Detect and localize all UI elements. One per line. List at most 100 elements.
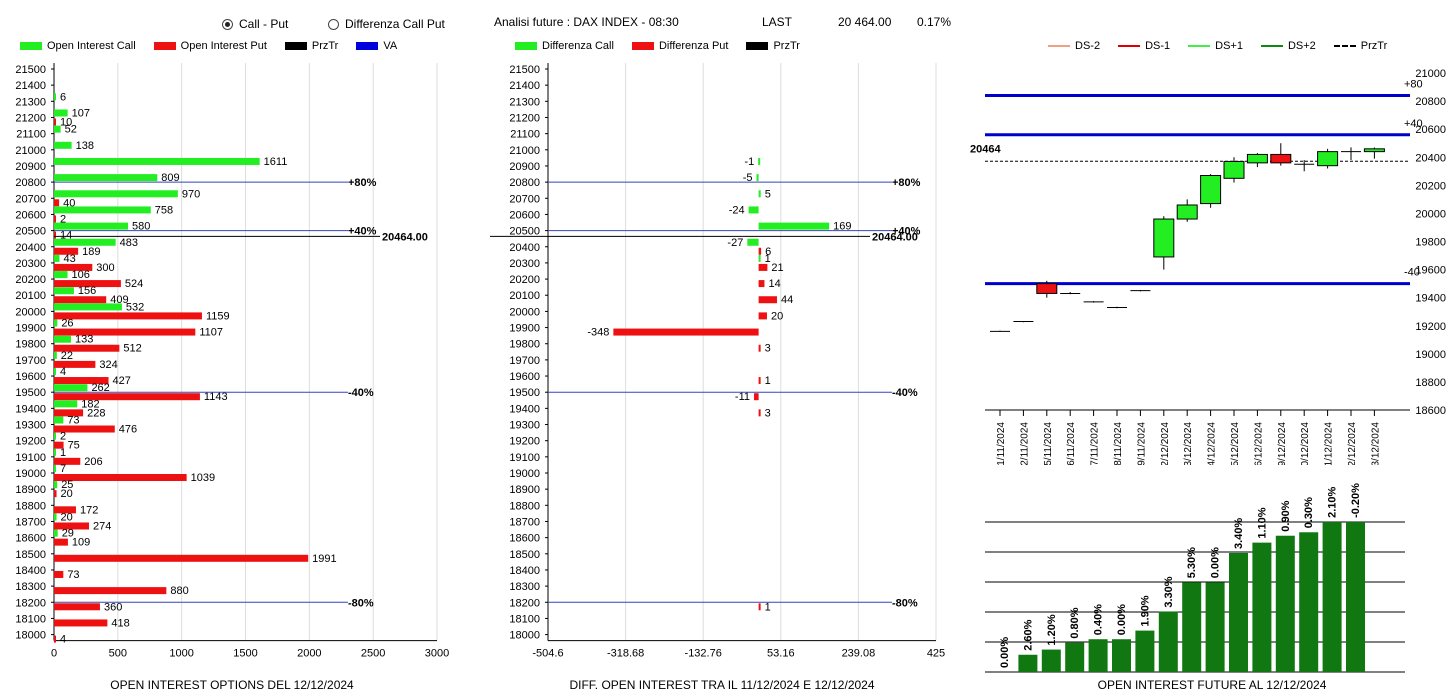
legend-line-swatch	[1048, 45, 1070, 47]
bar	[758, 344, 761, 352]
date-label: 05/12/2024	[1230, 422, 1241, 465]
bar	[54, 328, 196, 336]
bar	[54, 490, 57, 498]
bar	[54, 157, 260, 165]
date-label: 29/11/2024	[1136, 422, 1147, 465]
bar	[54, 409, 84, 417]
strike-label: 20500	[15, 226, 46, 238]
strike-label: 18700	[509, 516, 540, 528]
bar-label: 274	[93, 520, 111, 532]
y-tick-label: 18600	[1415, 405, 1446, 417]
candle-body	[1036, 283, 1058, 294]
strike-label: 19000	[15, 468, 46, 480]
bar-label: 106	[72, 269, 90, 281]
bar-label: 0.00%	[1210, 547, 1222, 578]
bar-label: 0.40%	[1093, 604, 1105, 635]
legend-label: DS+1	[1215, 40, 1243, 52]
bar-label: 22	[61, 350, 73, 362]
legend-item: Differenza Put	[631, 40, 728, 52]
strike-label: 19200	[509, 436, 540, 448]
bar	[1018, 654, 1038, 672]
bar	[758, 603, 761, 611]
bar	[54, 247, 79, 255]
bar	[54, 554, 309, 562]
strike-label: 20200	[15, 274, 46, 286]
strike-label: 18200	[15, 597, 46, 609]
reference-label: -40%	[348, 387, 374, 399]
radio-unselected-icon[interactable]	[328, 19, 339, 30]
bar-label: 1	[765, 375, 771, 387]
bar	[54, 303, 122, 311]
bar	[1135, 630, 1155, 672]
strike-label: 18300	[509, 581, 540, 593]
strike-label: 21400	[15, 80, 46, 92]
candle-body	[1223, 160, 1245, 179]
bar	[54, 619, 108, 627]
strike-label: 18900	[509, 484, 540, 496]
strike-label: 21200	[15, 112, 46, 124]
candle-body	[1317, 151, 1339, 167]
legend-swatch	[356, 42, 379, 50]
strike-label: 18200	[509, 597, 540, 609]
bar	[54, 215, 56, 223]
strike-label: 20600	[509, 209, 540, 221]
bar-label: 758	[155, 204, 173, 216]
bar-label: 4	[60, 366, 66, 378]
bar-label: 524	[125, 278, 143, 290]
bar-label: 0.00%	[999, 637, 1011, 668]
x-tick-label: 2000	[297, 648, 321, 660]
bar-label: 20	[61, 488, 73, 500]
bar-label: 172	[80, 504, 98, 516]
candle-body	[1270, 153, 1292, 164]
bar-label: 476	[119, 424, 137, 436]
bar-label: 10	[60, 116, 72, 128]
reference-label: -40%	[892, 387, 918, 399]
candle-body	[1200, 175, 1222, 205]
bar	[54, 222, 129, 230]
legend-label: PrzTr	[773, 40, 800, 52]
strike-label: 19700	[15, 355, 46, 367]
bar-label: 0.90%	[1280, 500, 1292, 531]
strike-label: 21300	[509, 96, 540, 108]
bar-label: 21	[771, 262, 783, 274]
bar-label: 156	[78, 285, 96, 297]
legend-swatch	[631, 42, 654, 50]
bar-label: 107	[72, 107, 90, 119]
legend-line-swatch	[1260, 45, 1283, 47]
bar	[1158, 611, 1178, 672]
bar-label: 44	[781, 294, 793, 306]
bar	[54, 416, 64, 424]
date-label: 11/12/2024	[1324, 422, 1335, 465]
radio-selected-icon[interactable]	[222, 19, 233, 30]
legend-swatch	[746, 42, 769, 50]
strike-label: 21000	[15, 145, 46, 157]
radio-differenza[interactable]: Differenza Call Put	[328, 17, 445, 31]
strike-label: 20200	[509, 274, 540, 286]
y-tick-label: 20000	[1415, 208, 1446, 220]
bar	[54, 125, 61, 133]
bar-label: 189	[82, 246, 100, 258]
legend-item: DS-2	[1048, 40, 1100, 52]
strike-label: 20300	[15, 258, 46, 270]
radio-call-put-label: Call - Put	[239, 17, 289, 31]
bar	[54, 441, 64, 449]
y-tick-label: 20200	[1415, 180, 1446, 192]
bar-label: 73	[67, 569, 79, 581]
bar	[54, 368, 56, 376]
strike-label: 21100	[510, 129, 540, 141]
bar	[54, 432, 56, 440]
y-tick-label: 19000	[1415, 349, 1446, 361]
bar	[54, 481, 58, 489]
bar	[54, 360, 96, 368]
bar	[54, 254, 60, 262]
chart-title: OPEN INTEREST OPTIONS DEL 12/12/2024	[110, 678, 354, 692]
bar	[54, 296, 107, 304]
bar	[54, 280, 121, 288]
x-tick-label: 1000	[169, 648, 193, 660]
radio-call-put[interactable]: Call - Put	[222, 17, 288, 31]
bar	[1299, 532, 1319, 672]
strike-label: 19600	[509, 371, 540, 383]
x-tick-label: 3000	[425, 648, 449, 660]
last-label: LAST	[762, 15, 793, 29]
bar-label: -5	[743, 172, 753, 184]
